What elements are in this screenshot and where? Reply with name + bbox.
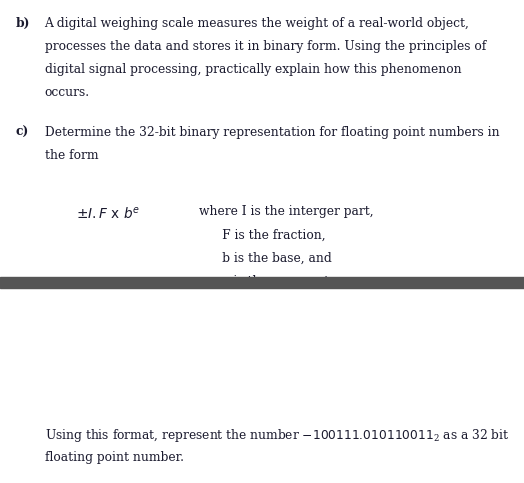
Text: the form: the form (45, 149, 98, 162)
Text: Determine the 32-bit binary representation for floating point numbers in: Determine the 32-bit binary representati… (45, 126, 499, 139)
Text: where I is the interger part,: where I is the interger part, (199, 205, 374, 218)
Text: e is the exponent.: e is the exponent. (199, 275, 333, 288)
Text: b): b) (16, 17, 30, 30)
Text: b is the base, and: b is the base, and (199, 252, 332, 265)
Text: F is the fraction,: F is the fraction, (199, 228, 326, 242)
Text: c): c) (16, 126, 29, 139)
Text: A digital weighing scale measures the weight of a real-world object,: A digital weighing scale measures the we… (45, 17, 470, 30)
Text: processes the data and stores it in binary form. Using the principles of: processes the data and stores it in bina… (45, 40, 486, 53)
Text: Using this format, represent the number $-100111.010110011_{\mathregular{2}}$ as: Using this format, represent the number … (45, 427, 509, 444)
Text: digital signal processing, practically explain how this phenomenon: digital signal processing, practically e… (45, 63, 461, 76)
Text: $\pm \mathit{I.F}\ \mathrm{x}\ \mathit{b}^{\mathit{e}}$: $\pm \mathit{I.F}\ \mathrm{x}\ \mathit{b… (76, 205, 140, 221)
Text: occurs.: occurs. (45, 86, 90, 99)
Text: floating point number.: floating point number. (45, 451, 183, 464)
Bar (0, 277, 524, 288)
